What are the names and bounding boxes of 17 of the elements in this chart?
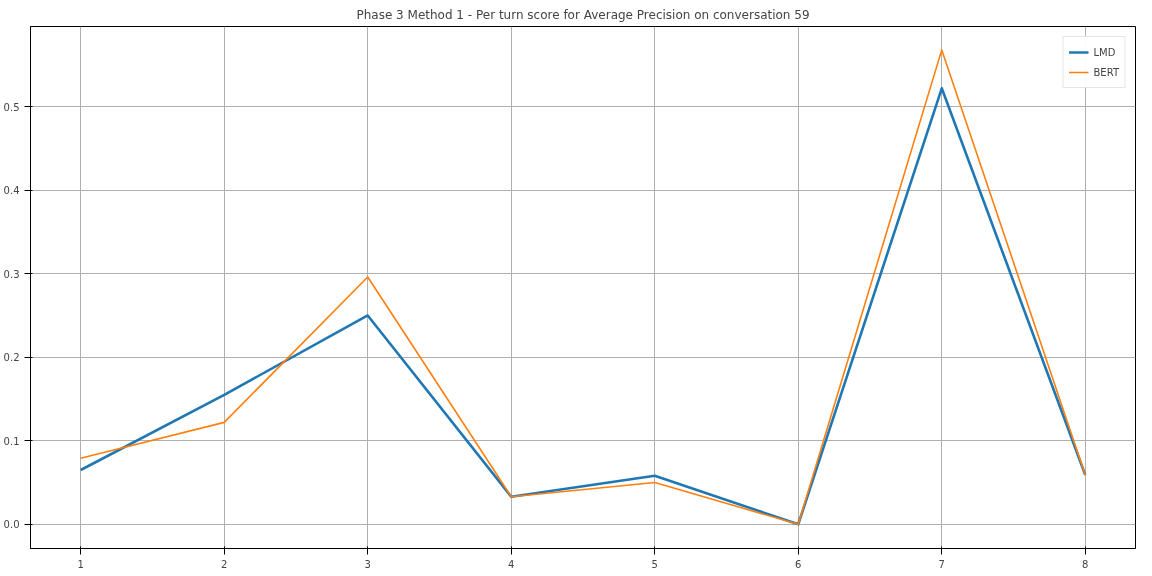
x-tick-label: 1	[77, 558, 84, 570]
legend-label: LMD	[1093, 46, 1116, 58]
x-tick-label: 4	[508, 558, 515, 570]
legend-label: BERT	[1093, 66, 1119, 78]
x-tick-label: 8	[1082, 558, 1089, 570]
y-tick-label: 0.2	[3, 352, 20, 364]
x-tick-label: 2	[221, 558, 228, 570]
x-tick-label: 7	[938, 558, 945, 570]
y-tick-label: 0.3	[3, 268, 20, 280]
y-tick-label: 0.5	[3, 101, 20, 113]
chart-title: Phase 3 Method 1 - Per turn score for Average Precision on conversation 59	[356, 7, 810, 22]
x-tick-label: 3	[364, 558, 371, 570]
y-tick-label: 0.0	[3, 519, 20, 531]
x-tick-label: 5	[651, 558, 658, 570]
x-tick-label: 6	[795, 558, 802, 570]
y-tick-label: 0.1	[3, 435, 20, 447]
y-tick-label: 0.4	[3, 185, 20, 197]
